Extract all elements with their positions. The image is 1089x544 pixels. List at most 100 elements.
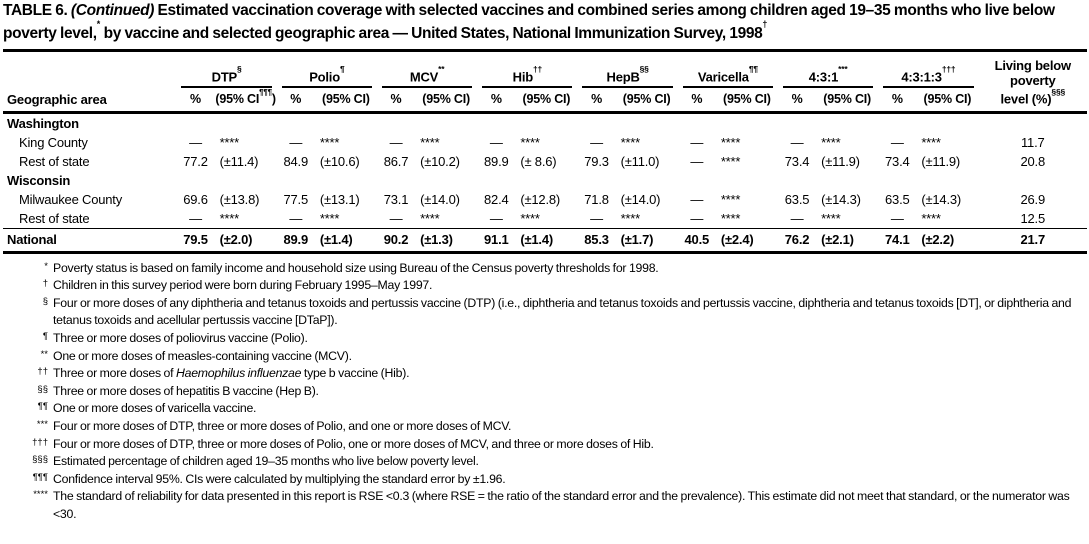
state-row: Washington [3, 112, 1087, 133]
ci-header: (95% CI) [415, 88, 478, 114]
ci-value: (±10.6) [319, 153, 360, 169]
ci-header: (95% CI) [515, 88, 578, 114]
pct-header: % [577, 88, 616, 114]
footnote-text: Three or more doses of hepatitis B vacci… [53, 383, 319, 398]
group-footnote-marker: ¶¶ [748, 64, 758, 75]
pct-value: 63.5 [885, 191, 910, 207]
title-text-2: by vaccine and selected geographic area … [103, 25, 763, 43]
ci-value: (±11.9) [821, 153, 860, 169]
footnote: ¶ Three or more doses of poliovirus vacci… [3, 330, 1087, 348]
group-footnote-marker: †† [533, 64, 543, 75]
group-name: 4:3:1 [808, 69, 839, 85]
ci-footnote-marker: ¶¶¶ [259, 88, 272, 98]
group-name: Hib [512, 69, 534, 85]
ci-value: **** [620, 134, 641, 150]
group-name-underline: DTP§ [181, 64, 272, 89]
ci-value: (±1.4) [515, 227, 578, 254]
group-footnote-marker: ¶ [339, 64, 345, 75]
footnote-marker: ††† [32, 436, 48, 448]
table-number-label: TABLE 6. [3, 2, 68, 19]
ci-value: **** [219, 134, 240, 150]
subheader-row: % (95% CI¶¶¶)% (95% CI)% (95% CI)% (95% CI)%… [3, 88, 1087, 114]
footnote-marker: **** [33, 489, 48, 501]
group-name-underline: HepB§§ [582, 64, 673, 89]
table-header: Geographic area DTP§ Polio¶ MCV** Hib†† HepB§… [3, 50, 1087, 114]
ci-value: (±2.2) [916, 227, 979, 254]
ci-header: (95% CI) [615, 88, 678, 114]
footnote-text: Four or more doses of DTP, three or more… [53, 418, 512, 433]
poverty-value: 12.5 [1020, 210, 1045, 226]
poverty-header-line: poverty [1009, 73, 1056, 89]
table-row: National 79.5 (±2.0) 89.9 (±1.4) 90.2 (±1.3) 91… [3, 227, 1087, 254]
pct-value: 77.5 [283, 191, 309, 207]
footnote: † Children in this survey period were bor… [3, 277, 1087, 295]
footnote-text: Confidence interval 95%. CIs were calcul… [53, 471, 506, 486]
pct-value: — [189, 210, 202, 226]
ci-value: **** [720, 153, 741, 169]
pct-value: 40.5 [677, 227, 716, 254]
column-group-Hib: Hib†† [477, 51, 577, 89]
footnote-marker: §§ [37, 383, 48, 395]
table-row: Rest of state 77.2 (±11.4) 84.9 (±10.6) 86.7 (… [3, 152, 1087, 171]
pct-value: 89.9 [484, 153, 509, 169]
state-label: Wisconsin [7, 172, 71, 188]
ci-value: **** [319, 134, 340, 150]
ci-value: (±14.3) [821, 191, 861, 207]
ci-header: (95% CI) [314, 88, 377, 114]
pct-value: 82.4 [484, 191, 509, 207]
footnote: §§§ Estimated percentage of children aged… [3, 453, 1087, 471]
pct-value: 79.5 [176, 227, 215, 254]
poverty-value: 11.7 [1020, 134, 1045, 150]
group-footnote-marker: § [237, 64, 242, 75]
ci-value: **** [720, 134, 741, 150]
footnote-text: Four or more doses of DTP, three or more… [53, 436, 654, 451]
group-footnote-marker: ** [438, 64, 445, 75]
title-footnote-marker-1: * [96, 19, 101, 29]
ci-value: **** [319, 210, 340, 226]
pct-value: — [289, 210, 303, 226]
ci-value: (±11.0) [620, 153, 660, 169]
ci-value: (±2.1) [816, 227, 879, 254]
group-name: 4:3:1:3 [901, 69, 942, 85]
group-name: HepB [606, 69, 640, 85]
ci-header: (95% CI) [816, 88, 879, 114]
group-name-underline: MCV** [381, 64, 473, 89]
table-title: TABLE 6. (Continued) Estimated vaccinati… [3, 2, 1087, 43]
footnote: ††† Four or more doses of DTP, three or m… [3, 436, 1087, 454]
column-group-Varicella: Varicella¶¶ [678, 51, 778, 89]
ci-value: (±1.7) [615, 227, 678, 254]
ci-value: (±14.0) [620, 191, 661, 207]
footnote-text: The standard of reliability for data pre… [53, 489, 1070, 521]
ci-value: **** [520, 134, 540, 150]
ci-value: **** [821, 134, 841, 150]
pct-value: — [389, 134, 403, 150]
ci-value: (±14.0) [420, 191, 460, 207]
group-footnote-marker: §§ [639, 64, 649, 75]
footnote: §§ Three or more doses of hepatitis B vac… [3, 383, 1087, 401]
pct-value: 74.1 [878, 227, 917, 254]
column-group-DTP: DTP§ [176, 51, 276, 89]
title-continued: (Continued) [70, 2, 155, 19]
ci-value: **** [420, 210, 440, 226]
ci-value: (±11.4) [219, 153, 259, 169]
group-name-underline: Polio¶ [281, 64, 372, 89]
ci-value: (± 8.6) [520, 153, 557, 169]
table-row: Milwaukee County 69.6 (±13.8) 77.5 (±13.1) 73… [3, 190, 1087, 209]
ci-header: (95% CI) [715, 88, 778, 114]
row-label: Rest of state [19, 210, 90, 226]
column-group-4:3:1: 4:3:1*** [778, 51, 878, 89]
pct-value: 84.9 [283, 153, 309, 169]
pct-header: % [878, 88, 917, 114]
pct-value: — [590, 210, 603, 226]
group-header-row: Geographic area DTP§ Polio¶ MCV** Hib†† HepB§… [3, 50, 1087, 114]
ci-value: **** [720, 210, 741, 226]
pct-value: — [790, 210, 804, 226]
group-name: DTP [211, 69, 238, 85]
poverty-column-header: Living below poverty level (%)§§§ [978, 50, 1087, 114]
group-name-underline: Hib†† [482, 64, 573, 89]
row-label: Rest of state [19, 153, 90, 169]
footnote-marker: ** [40, 348, 48, 360]
group-footnote-marker: ††† [941, 64, 956, 75]
pct-value: — [489, 134, 503, 150]
pct-value: — [890, 210, 904, 226]
